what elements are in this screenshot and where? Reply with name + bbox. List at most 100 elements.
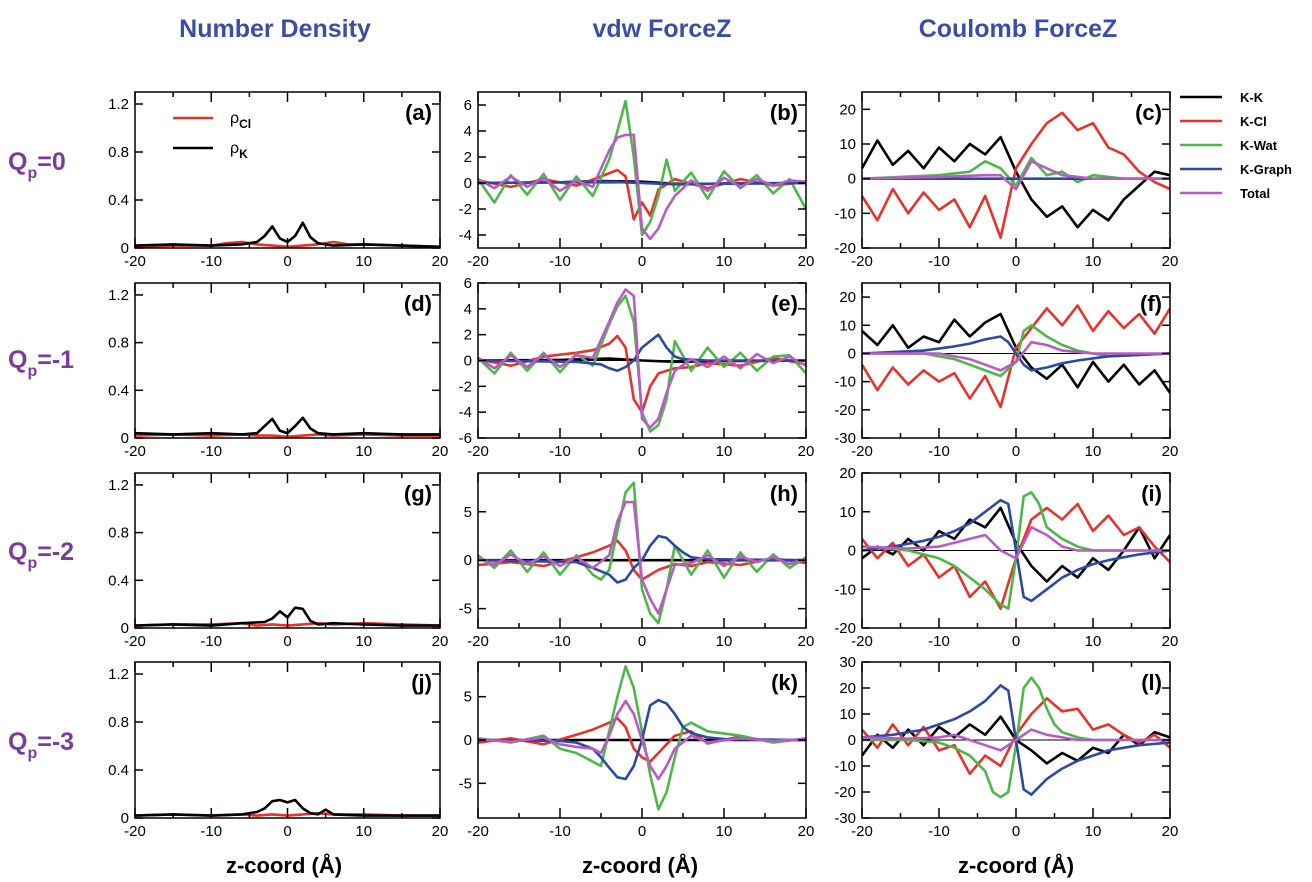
x-tick-label: 0	[638, 633, 646, 650]
x-tick-label: 20	[1162, 443, 1179, 460]
legend-label-sub: K	[239, 147, 248, 161]
series-line-k-graph	[477, 534, 807, 584]
x-tick-label: -10	[200, 633, 222, 650]
legend-label: ρCl	[230, 110, 251, 131]
y-tick-label: -30	[834, 430, 856, 447]
x-tick-label: 10	[716, 633, 733, 650]
y-tick-label: 6	[464, 275, 472, 292]
y-tick-label: 2	[464, 149, 472, 166]
x-tick-label: 10	[355, 253, 372, 270]
x-tick-label: 10	[355, 633, 372, 650]
x-tick-label: -20	[124, 253, 146, 270]
x-tick-label: 20	[798, 823, 815, 840]
y-tick-label: -4	[459, 227, 472, 244]
series-line-k-wat	[862, 323, 1171, 378]
row-label-qp: Qp=-3	[8, 728, 74, 762]
column-title-vdw-forcez: vdw ForceZ	[593, 15, 732, 43]
x-tick-label: -10	[200, 443, 222, 460]
panel-letter: (c)	[1135, 100, 1162, 125]
y-tick-label: -4	[459, 404, 472, 421]
series-line-total	[861, 728, 1170, 752]
series-line-total	[861, 160, 1170, 191]
panel-h: -20 -10 0 10 20 -5 0 5 (h)	[459, 472, 815, 650]
y-tick-label: 5	[464, 504, 472, 521]
column-title-number-density: Number Density	[179, 15, 371, 43]
y-tick-label: -10	[834, 758, 856, 775]
series-line-k-graph	[861, 498, 1171, 603]
x-tick-label: 10	[1085, 633, 1102, 650]
y-tick-label: -20	[834, 240, 856, 257]
series-line-k-cl	[860, 304, 1172, 409]
y-tick-label: 0	[848, 171, 856, 188]
x-tick-label: 20	[798, 633, 815, 650]
column-title-coulomb-forcez: Coulomb ForceZ	[919, 15, 1118, 43]
row-label-base: Q	[8, 728, 27, 756]
series-line-k-graph	[477, 333, 806, 373]
y-tick-label: 0.4	[108, 382, 129, 399]
x-tick-label: 0	[283, 253, 291, 270]
legend-label-sub: Cl	[239, 117, 251, 131]
x-tick-label: -10	[928, 633, 950, 650]
x-tick-label: -10	[549, 633, 571, 650]
y-tick-label: -20	[834, 620, 856, 637]
legend-label: Total	[1240, 186, 1270, 201]
x-tick-label: -20	[467, 253, 489, 270]
y-tick-label: 0	[464, 732, 472, 749]
x-tick-label: -20	[124, 633, 146, 650]
x-tick-label: 10	[1085, 443, 1102, 460]
x-tick-label: 10	[355, 443, 372, 460]
y-tick-label: 10	[839, 706, 856, 723]
x-tick-label: 0	[638, 253, 646, 270]
plot-frame	[134, 282, 441, 439]
series-line-k-graph	[477, 180, 807, 186]
panel-j: -20 -10 0 10 20 0 0.4 0.8 1.2 (j)	[108, 661, 448, 840]
y-tick-label: -30	[834, 810, 856, 827]
y-tick-label: 0.4	[108, 192, 129, 209]
plot-frame	[134, 661, 441, 819]
y-tick-label: -5	[459, 775, 472, 792]
x-tick-label: 10	[716, 443, 733, 460]
x-tick-label: 10	[716, 253, 733, 270]
row-label-sub: p	[27, 745, 37, 762]
legend-label: K-Cl	[1240, 114, 1267, 129]
row-label-qp: Qp=-1	[8, 346, 74, 380]
x-tick-label: -10	[928, 253, 950, 270]
panel-letter: (d)	[404, 291, 432, 316]
row-label-sub: p	[27, 165, 37, 182]
x-tick-label: 20	[1162, 633, 1179, 650]
x-tick-label: 20	[798, 443, 815, 460]
x-tick-label: 0	[283, 823, 291, 840]
panel-letter: (a)	[405, 100, 432, 125]
y-tick-label: 0.8	[108, 335, 129, 352]
row-label-qp: Qp=-2	[8, 538, 74, 572]
row-label-base: Q	[8, 346, 27, 374]
panel-letter: (e)	[771, 291, 798, 316]
row-label-base: Q	[8, 538, 27, 566]
panel-i: -20 -10 0 10 20 -20 -10 0 10 20 (i)	[834, 465, 1178, 650]
series-line-total	[477, 133, 807, 241]
plot-frame	[477, 472, 807, 629]
density-legend: ρCl ρK	[173, 110, 251, 161]
y-tick-label: 0	[464, 175, 472, 192]
series-line-k-wat	[861, 156, 1170, 187]
x-tick-label: -10	[928, 823, 950, 840]
panel-letter: (b)	[770, 100, 798, 125]
x-tick-label: -10	[549, 823, 571, 840]
x-tick-label: 20	[1162, 823, 1179, 840]
y-tick-label: 0	[121, 620, 129, 637]
x-tick-label: 10	[1085, 253, 1102, 270]
series-line-k-wat	[477, 664, 807, 811]
y-tick-label: 0.8	[108, 525, 129, 542]
x-tick-label: -20	[851, 823, 873, 840]
xlabel-vdw-forcez: z-coord (Å)	[582, 852, 698, 878]
series-line-total	[862, 340, 1170, 372]
panel-letter: (l)	[1141, 670, 1162, 695]
legend-label: ρK	[230, 140, 248, 161]
y-tick-label: 0	[121, 430, 129, 447]
panel-d: -20 -10 0 10 20 0 0.4 0.8 1.2 (d)	[108, 282, 448, 460]
y-tick-label: 20	[839, 680, 856, 697]
x-tick-label: 20	[432, 633, 449, 650]
